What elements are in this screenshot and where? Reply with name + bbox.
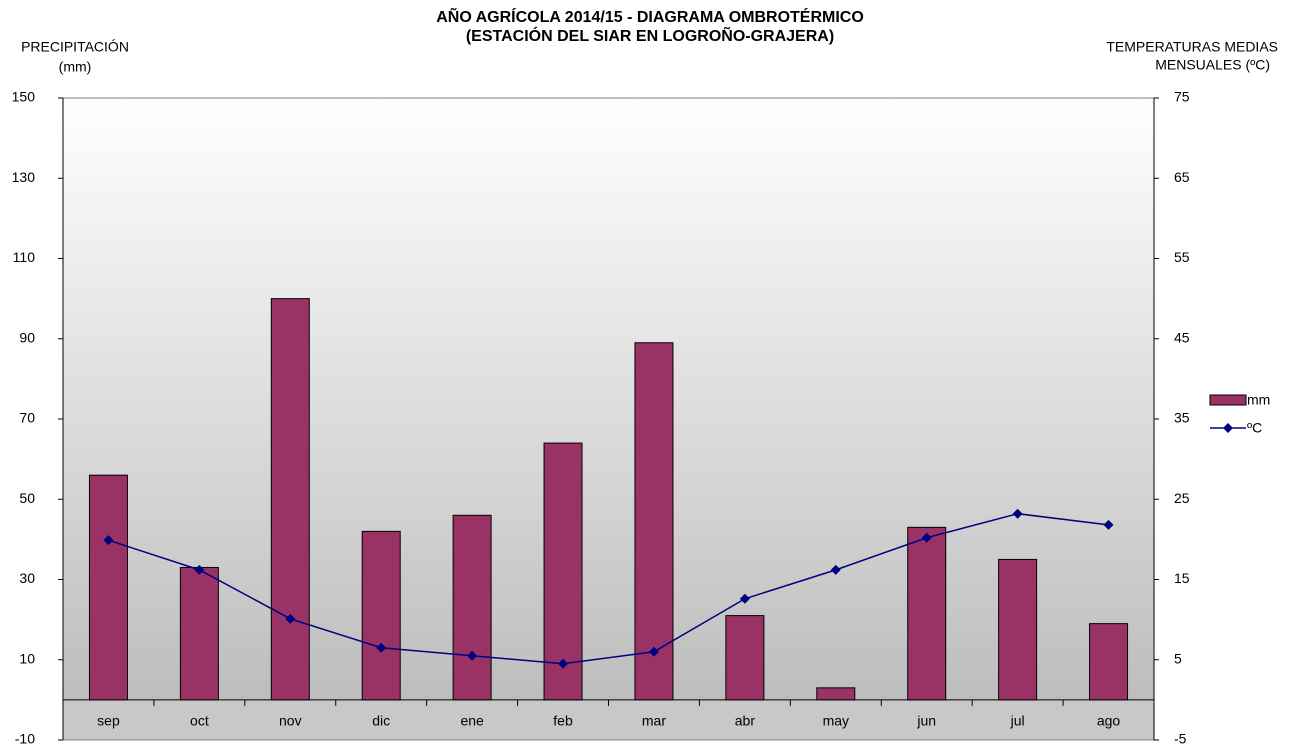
line-marker: [103, 535, 114, 546]
y2-tick-label: 15: [1174, 570, 1190, 586]
x-tick-label: dic: [372, 713, 390, 729]
y-tick-label: 130: [12, 169, 36, 185]
y2-tick-label: 25: [1174, 490, 1190, 506]
x-tick-label: oct: [190, 713, 209, 729]
x-tick-label: sep: [97, 713, 120, 729]
x-tick-label: abr: [735, 713, 756, 729]
line-marker: [285, 613, 296, 624]
legend-swatch: [1209, 394, 1247, 406]
y-tick-label: -10: [15, 731, 35, 747]
y2-axis-label: MENSUALES (ºC): [1155, 57, 1270, 73]
chart-subtitle: (ESTACIÓN DEL SIAR EN LOGROÑO-GRAJERA): [466, 25, 834, 45]
x-tick-label: mar: [642, 713, 666, 729]
y-tick-label: 10: [19, 650, 35, 666]
y2-tick-label: 65: [1174, 169, 1190, 185]
x-tick-label: nov: [279, 713, 302, 729]
legend-label: mm: [1247, 392, 1270, 408]
chart-title: AÑO AGRÍCOLA 2014/15 - DIAGRAMA OMBROTÉR…: [436, 6, 864, 26]
x-tick-label: feb: [553, 713, 573, 729]
x-tick-label: ago: [1097, 713, 1121, 729]
bar: [543, 442, 583, 701]
line-marker: [1103, 519, 1114, 530]
bar: [270, 298, 310, 701]
y2-axis-label: TEMPERATURAS MEDIAS: [1106, 39, 1278, 55]
y-tick-label: 150: [12, 89, 36, 105]
y2-tick-label: 35: [1174, 410, 1190, 426]
y-tick-label: 110: [13, 249, 36, 265]
y2-tick-label: -5: [1174, 731, 1187, 747]
bar: [634, 342, 674, 701]
y-axis-label: (mm): [59, 59, 92, 75]
plot-area: [63, 98, 1154, 700]
y2-tick-label: 75: [1174, 89, 1190, 105]
bar: [88, 474, 128, 701]
category-strip: [63, 699, 1154, 740]
line-marker: [376, 642, 387, 653]
bar: [361, 530, 401, 701]
y-axis-label: PRECIPITACIÓN: [21, 39, 129, 55]
y2-tick-label: 45: [1174, 329, 1190, 345]
y-tick-label: 50: [19, 490, 35, 506]
bar: [725, 615, 765, 701]
temperature-line: [108, 512, 1109, 665]
y-tick-label: 30: [19, 570, 35, 586]
line-marker: [558, 658, 569, 669]
x-tick-label: jul: [1010, 713, 1025, 729]
x-tick-label: may: [823, 713, 849, 729]
line-marker: [1012, 508, 1023, 519]
y-tick-label: 70: [19, 410, 35, 426]
y2-tick-label: 55: [1174, 249, 1190, 265]
bar: [179, 566, 219, 701]
y-tick-label: 90: [19, 329, 35, 345]
line-marker: [830, 564, 841, 575]
x-tick-label: jun: [916, 713, 936, 729]
line-marker: [194, 564, 205, 575]
line-marker: [921, 532, 932, 543]
bar: [1089, 623, 1129, 701]
legend-marker: [1223, 423, 1233, 433]
bar: [452, 514, 492, 701]
bar: [998, 558, 1038, 701]
line-marker: [739, 593, 750, 604]
legend-label: ºC: [1247, 420, 1262, 436]
line-marker: [648, 646, 659, 657]
x-tick-label: ene: [460, 713, 484, 729]
y2-tick-label: 5: [1174, 650, 1182, 666]
bar: [816, 687, 856, 701]
bar: [907, 526, 947, 701]
line-marker: [467, 650, 478, 661]
